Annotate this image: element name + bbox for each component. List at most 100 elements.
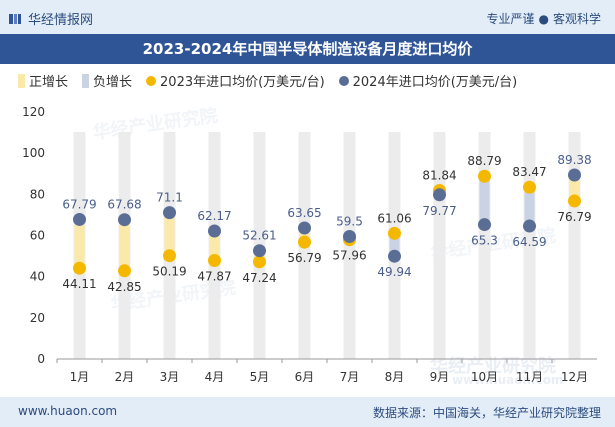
data-label-2023-4: 47.87	[197, 269, 231, 283]
x-tick-label-9: 9月	[430, 370, 450, 384]
negative-growth-bar-10	[479, 176, 490, 225]
y-tick-label-120: 120	[22, 105, 45, 119]
point-2024-8	[388, 249, 401, 263]
footer-bar: www.huaon.com 数据来源：中国海关，华经产业研究院整理	[0, 397, 615, 427]
data-label-2024-4: 62.17	[197, 209, 231, 223]
legend-2024: 2024年进口均价(万美元/台)	[338, 71, 518, 90]
positive-growth-bar-6	[299, 227, 310, 243]
brand: 华经情报网	[8, 9, 93, 28]
data-label-2024-8: 49.94	[377, 265, 411, 279]
x-tick-label-10: 10月	[471, 370, 498, 384]
x-tick-label-11: 11月	[516, 370, 543, 384]
data-label-2023-6: 56.79	[287, 251, 321, 265]
point-2023-12	[568, 194, 581, 208]
title-bar: 2023-2024年中国半导体制造设备月度进口均价	[0, 34, 615, 64]
x-tick-label-5: 5月	[250, 370, 270, 384]
point-2023-1	[73, 261, 86, 275]
x-tick-label-1: 1月	[70, 370, 90, 384]
point-2024-5	[253, 244, 266, 258]
data-label-2023-8: 61.06	[377, 211, 411, 225]
y-tick-label-80: 80	[30, 187, 45, 201]
legend-positive-label: 正增长	[29, 75, 69, 90]
data-label-2024-11: 64.59	[512, 235, 546, 249]
point-2023-2	[118, 264, 131, 278]
footer-url[interactable]: www.huaon.com	[18, 404, 118, 418]
data-label-2024-6: 63.65	[287, 206, 321, 220]
data-label-2023-3: 50.19	[152, 265, 186, 279]
data-label-2024-3: 71.1	[156, 191, 183, 205]
data-label-2023-7: 57.96	[332, 249, 366, 263]
data-label-2024-10: 65.3	[471, 234, 498, 248]
x-tick-label-6: 6月	[295, 370, 315, 384]
y-tick-label-20: 20	[30, 311, 45, 325]
x-tick-label-8: 8月	[385, 370, 405, 384]
positive-growth-bar-3	[164, 212, 175, 256]
legend-2023: 2023年进口均价(万美元/台)	[146, 71, 325, 90]
point-2023-6	[298, 235, 311, 249]
positive-growth-bar-12	[569, 175, 580, 201]
data-label-2023-9: 81.84	[422, 169, 456, 183]
data-label-2023-10: 88.79	[467, 154, 501, 168]
slogan: 专业严谨 ● 客观科学	[486, 10, 601, 27]
legend-2024-label: 2024年进口均价(万美元/台)	[352, 75, 518, 90]
point-2024-4	[208, 224, 221, 238]
data-label-2024-12: 89.38	[557, 153, 591, 167]
slogan-dot-icon: ●	[538, 12, 549, 26]
legend-positive: 正增长	[18, 71, 68, 90]
positive-growth-bar-2	[119, 219, 130, 271]
negative-growth-bar-11	[524, 187, 535, 227]
data-label-2024-5: 52.61	[242, 229, 276, 243]
legend-negative-swatch	[82, 73, 90, 88]
data-label-2023-11: 83.47	[512, 165, 546, 179]
background-column-9	[433, 132, 446, 359]
data-label-2023-12: 76.79	[557, 210, 591, 224]
point-2023-10	[478, 169, 491, 183]
point-2024-6	[298, 221, 311, 235]
y-tick-label-60: 60	[30, 229, 45, 243]
point-2024-12	[568, 168, 581, 182]
chart-legend: 正增长 负增长 2023年进口均价(万美元/台) 2024年进口均价(万美元/台…	[18, 71, 517, 90]
data-label-2024-9: 79.77	[422, 204, 456, 218]
point-2023-4	[208, 253, 221, 267]
point-2023-11	[523, 180, 536, 194]
positive-growth-bar-4	[209, 231, 220, 261]
watermark-site: www.huaon.com	[452, 373, 564, 387]
legend-positive-swatch	[18, 73, 25, 88]
chart-title: 2023-2024年中国半导体制造设备月度进口均价	[142, 40, 473, 58]
point-2024-3	[163, 206, 176, 220]
x-tick-label-12: 12月	[561, 370, 588, 384]
legend-negative-label: 负增长	[93, 75, 133, 90]
slogan-left: 专业严谨	[486, 12, 535, 26]
point-2024-11	[523, 219, 536, 233]
data-label-2024-7: 59.5	[336, 215, 363, 229]
x-tick-label-2: 2月	[115, 370, 135, 384]
point-2024-10	[478, 218, 491, 232]
x-tick-label-4: 4月	[205, 370, 225, 384]
point-2024-2	[118, 213, 131, 227]
y-tick-label-100: 100	[22, 146, 45, 160]
data-label-2024-1: 67.79	[62, 197, 96, 211]
x-tick-label-3: 3月	[160, 370, 180, 384]
data-label-2023-1: 44.11	[62, 277, 96, 291]
point-2024-7	[343, 230, 356, 244]
slogan-right: 客观科学	[552, 12, 601, 26]
point-2023-3	[163, 249, 176, 263]
data-label-2024-2: 67.68	[107, 198, 141, 212]
data-source: 数据来源：中国海关，华经产业研究院整理	[372, 406, 601, 420]
y-tick-label-0: 0	[37, 352, 45, 366]
data-label-2023-5: 47.24	[242, 271, 276, 285]
y-tick-label-40: 40	[30, 270, 45, 284]
legend-2024-swatch	[338, 75, 349, 86]
positive-growth-bar-1	[74, 219, 85, 269]
data-label-2023-2: 42.85	[107, 280, 141, 294]
point-2024-9	[433, 188, 446, 202]
brand-name: 华经情报网	[28, 13, 94, 28]
legend-negative: 负增长	[82, 71, 132, 90]
brand-logo-icon	[9, 13, 21, 24]
point-2024-1	[73, 212, 86, 226]
top-bar: 华经情报网 专业严谨 ● 客观科学	[0, 0, 615, 34]
legend-2023-swatch	[146, 75, 157, 86]
point-2023-8	[388, 226, 401, 240]
